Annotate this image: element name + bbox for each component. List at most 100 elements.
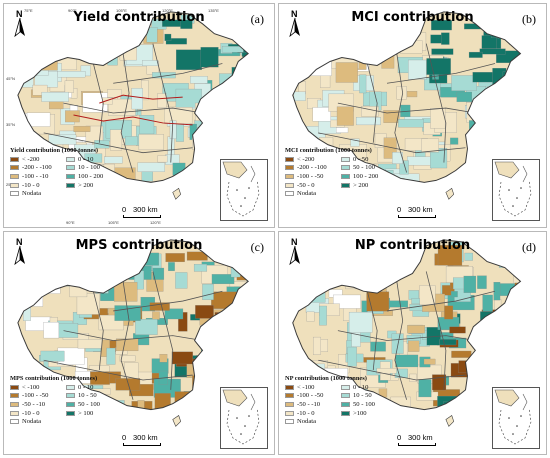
region-patch xyxy=(89,46,100,54)
panel-title: Yield contribution xyxy=(73,10,205,25)
region-patch xyxy=(364,34,381,56)
legend-item: Nodata xyxy=(10,417,64,426)
legend-item: -50 - 0 xyxy=(285,181,339,190)
region-patch xyxy=(241,42,249,57)
scale-line xyxy=(398,443,436,446)
legend-swatch xyxy=(10,191,19,197)
region-patch xyxy=(60,274,79,282)
region-patch xyxy=(64,80,74,93)
region-patch xyxy=(336,106,354,126)
region-patch xyxy=(156,410,170,418)
province-boundary xyxy=(337,102,476,114)
region-patch xyxy=(449,326,466,334)
region-patch xyxy=(243,360,249,376)
region-patch xyxy=(313,336,321,355)
region-patch xyxy=(60,46,74,55)
region-patch xyxy=(112,30,129,40)
region-patch xyxy=(202,283,214,301)
region-patch xyxy=(324,280,333,288)
region-patch xyxy=(131,88,143,110)
legend-swatch xyxy=(285,393,294,399)
latitude-label: 35°N xyxy=(6,122,15,127)
panel-letter: (d) xyxy=(522,240,536,254)
legend-swatch xyxy=(66,393,75,399)
region-patch xyxy=(333,294,361,309)
region-patch xyxy=(34,287,61,294)
region-patch xyxy=(209,119,231,140)
region-patch xyxy=(135,319,158,335)
china-map xyxy=(292,239,522,427)
region-patch xyxy=(152,311,160,320)
region-patch xyxy=(450,137,459,145)
legend-label: Nodata xyxy=(22,190,42,198)
region-patch xyxy=(22,270,50,279)
region-patch xyxy=(490,328,511,335)
legend-swatch xyxy=(285,182,294,188)
province-boundary xyxy=(113,63,223,84)
scale-bar: 0 300 km xyxy=(397,205,457,221)
region-patch xyxy=(390,252,415,266)
map-legend: MCI contribution (1000 tonnes) < -200 0 - … xyxy=(285,147,415,198)
region-patch xyxy=(164,33,172,41)
north-arrow-icon: N xyxy=(287,9,303,38)
region-patch xyxy=(175,123,184,142)
legend-label: < -100 xyxy=(22,383,40,391)
region-patch xyxy=(450,397,478,410)
region-patch xyxy=(479,120,501,133)
region-patch xyxy=(293,91,306,101)
legend-swatch xyxy=(10,410,19,416)
region-patch xyxy=(479,48,506,55)
region-patch xyxy=(137,162,165,172)
legend-label: 10 - 100 xyxy=(78,164,100,172)
region-patch xyxy=(18,67,34,88)
region-patch xyxy=(506,81,521,92)
region-patch xyxy=(479,337,488,346)
region-patch xyxy=(391,333,404,354)
region-patch xyxy=(515,262,521,272)
region-patch xyxy=(106,347,116,365)
region-patch xyxy=(406,90,418,98)
south-china-sea-inset xyxy=(220,387,268,449)
legend-item: < -100 xyxy=(10,383,64,392)
region-patch xyxy=(142,60,159,66)
legend-item: > 200 xyxy=(341,181,401,190)
panel-title: NP contribution xyxy=(354,238,471,253)
region-patch xyxy=(312,107,331,122)
scale-line xyxy=(123,215,161,218)
region-patch xyxy=(519,278,521,296)
north-label: N xyxy=(291,237,298,247)
region-patch xyxy=(395,354,419,368)
legend-swatch xyxy=(285,191,294,197)
region-patch xyxy=(481,35,497,49)
region-patch xyxy=(465,160,492,177)
legend-title: MPS contribution (1000 tonnes) xyxy=(10,375,98,382)
legend-item: -10 - 0 xyxy=(285,409,339,418)
region-patch xyxy=(359,74,367,94)
region-patch xyxy=(214,312,228,320)
region-patch xyxy=(407,325,425,334)
hainan-island xyxy=(445,187,455,200)
legend-item: -50 - -10 xyxy=(285,400,339,409)
region-patch xyxy=(33,34,48,43)
region-patch xyxy=(509,66,521,77)
region-patch xyxy=(230,345,239,365)
province-boundary xyxy=(337,330,476,341)
region-patch xyxy=(196,355,212,372)
region-patch xyxy=(119,45,137,61)
region-patch xyxy=(450,291,458,298)
legend-item: < -200 xyxy=(10,155,64,164)
province-boundary xyxy=(63,102,203,114)
region-patch xyxy=(168,262,175,271)
legend-label: > 200 xyxy=(78,181,94,189)
region-patch xyxy=(485,117,506,126)
panel-mps-contribution: N MPS contribution (c) MPS contribution (10… xyxy=(3,231,275,455)
region-patch xyxy=(172,162,186,176)
region-patch xyxy=(441,32,450,45)
region-patch xyxy=(200,47,219,68)
map-legend: MPS contribution (1000 tonnes) < -100 0 - … xyxy=(10,375,140,426)
legend-item: 0 - 10 xyxy=(341,383,401,392)
province-boundary xyxy=(152,43,174,163)
province-boundary xyxy=(318,359,466,381)
region-patch xyxy=(319,305,327,326)
region-patch xyxy=(80,65,91,77)
